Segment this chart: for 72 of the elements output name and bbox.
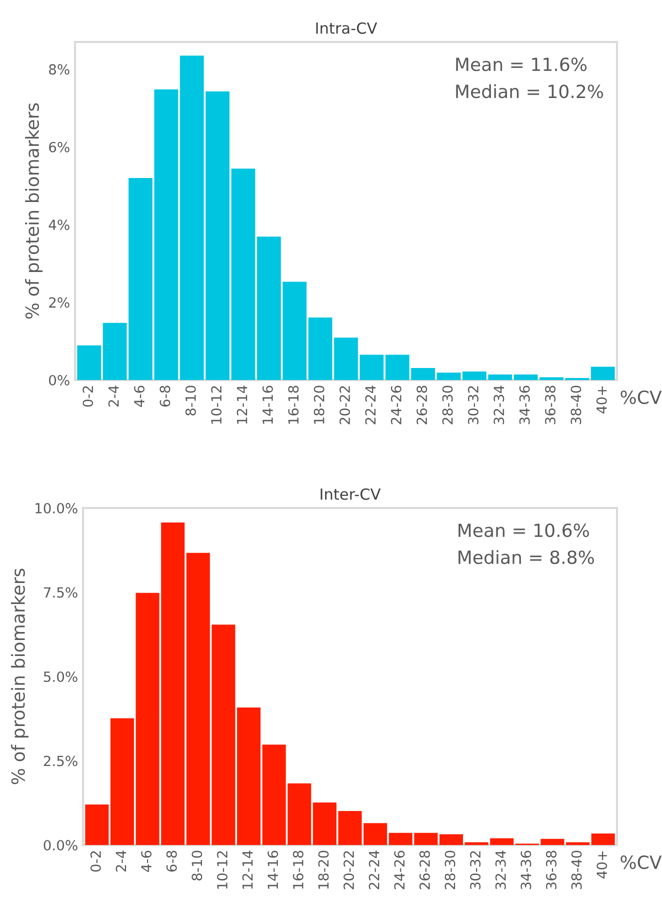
x-tick-label: 38-40: [571, 850, 582, 890]
x-tick-label: 6-8: [160, 386, 170, 407]
x-tick-label: 12-14: [242, 850, 253, 889]
x-tick-label: 2-4: [116, 850, 126, 872]
x-tick-label: 22-24: [368, 850, 380, 890]
x-tick-label: 14-16: [262, 386, 273, 424]
x-tick-label: 24-26: [394, 850, 405, 890]
bar: [237, 708, 261, 845]
bar: [77, 345, 102, 380]
bar: [231, 168, 256, 380]
x-tick-label: 32-34: [495, 850, 506, 890]
x-tick-label: 18-20: [318, 850, 329, 889]
annotation: Median = 10.2%: [456, 84, 604, 98]
x-tick-label: 6-8: [166, 850, 177, 872]
chart-title: Inter-CV: [320, 488, 381, 500]
annotation: Mean = 11.6%: [456, 58, 587, 72]
x-tick-label: 14-16: [268, 850, 278, 889]
bar: [85, 804, 109, 845]
y-tick-label: 8%: [49, 64, 70, 75]
x-tick-label: 34-36: [520, 850, 532, 890]
x-tick-label: 22-24: [365, 386, 376, 424]
x-tick-label: 36-38: [546, 850, 556, 890]
x-tick-label: 30-32: [470, 851, 481, 890]
x-tick-label: 10-12: [211, 386, 222, 424]
x-tick-label: 40+: [596, 851, 608, 878]
x-tick-label: 20-22: [340, 386, 350, 424]
y-tick-label: 0%: [49, 374, 70, 386]
y-tick-label: 6%: [49, 142, 70, 152]
y-tick-label: 0.0%: [44, 840, 78, 850]
y-tick-label: 10.0%: [36, 502, 78, 514]
x-tick-label: 4-6: [141, 850, 152, 872]
x-tick-label: 34-36: [519, 386, 530, 424]
x-tick-label: 38-40: [570, 386, 582, 424]
x-tick-label: 26-28: [416, 386, 428, 424]
bar: [436, 372, 461, 380]
x-tick-label: 32-34: [494, 386, 504, 424]
chart-title: Intra-CV: [316, 22, 378, 34]
x-tick-label: 10-12: [216, 851, 228, 889]
x-tick-label: 28-30: [442, 386, 453, 424]
bar: [110, 718, 134, 845]
x-axis-title: %CV: [620, 390, 662, 404]
y-tick-label: 2.5%: [44, 756, 78, 766]
bar: [591, 834, 615, 845]
y-axis-title: % of protein biomarkers: [10, 568, 28, 784]
x-tick-label: 24-26: [390, 386, 402, 424]
y-tick-label: 7.5%: [44, 587, 78, 598]
x-tick-label: 0-2: [82, 386, 94, 407]
x-tick-label: 12-14: [236, 386, 248, 424]
bar: [566, 842, 590, 845]
x-tick-label: 30-32: [468, 386, 478, 424]
x-tick-label: 20-22: [344, 851, 354, 890]
x-tick-label: 16-18: [288, 386, 299, 424]
x-tick-label: 18-20: [314, 386, 324, 424]
x-tick-label: 36-38: [545, 386, 556, 424]
x-tick-label: 16-18: [292, 850, 304, 889]
y-axis-title: % of protein biomarkers: [25, 103, 43, 319]
x-tick-label: 8-10: [192, 850, 202, 880]
y-tick-label: 2%: [49, 297, 70, 308]
bar: [590, 366, 615, 380]
x-tick-label: 8-10: [185, 386, 196, 416]
x-tick-label: 4-6: [134, 386, 145, 407]
x-tick-label: 26-28: [419, 850, 430, 890]
y-tick-label: 5.0%: [44, 671, 78, 682]
annotation: Median = 8.8%: [458, 550, 594, 564]
x-axis-title: %CV: [620, 855, 662, 870]
y-tick-label: 4%: [48, 220, 70, 230]
x-tick-label: 0-2: [90, 851, 101, 872]
bar: [439, 834, 463, 845]
x-tick-label: 40+: [596, 386, 607, 414]
annotation: Mean = 10.6%: [458, 523, 589, 538]
x-tick-label: 2-4: [108, 386, 119, 407]
x-tick-label: 28-30: [444, 850, 456, 890]
